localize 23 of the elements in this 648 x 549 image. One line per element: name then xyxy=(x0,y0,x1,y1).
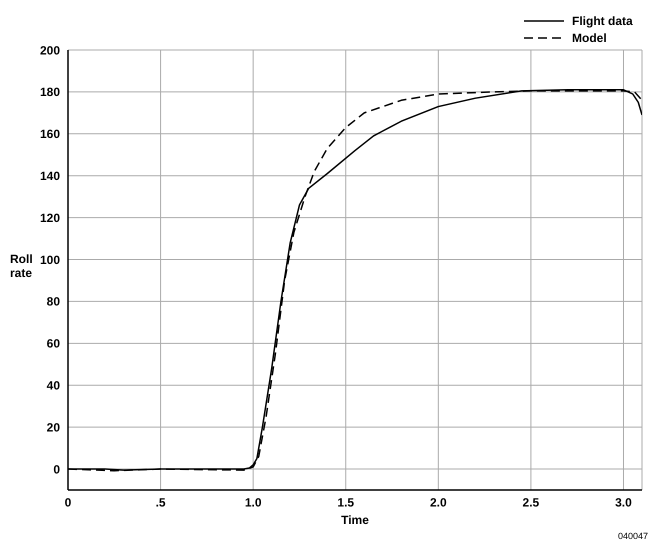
x-tick-label: 2.0 xyxy=(430,496,447,510)
x-tick-label: .5 xyxy=(156,496,166,510)
legend-label: Model xyxy=(572,30,607,44)
y-tick-label: 180 xyxy=(40,85,60,100)
y-tick-label: 200 xyxy=(40,43,60,58)
y-tick-label: 0 xyxy=(53,462,60,476)
y-tick-label: 20 xyxy=(46,420,60,434)
x-tick-label: 1.0 xyxy=(244,496,262,510)
y-tick-label: 40 xyxy=(46,378,60,392)
x-tick-label: 2.5 xyxy=(522,496,540,510)
y-tick-label: 100 xyxy=(40,252,60,267)
x-tick-label: 3.0 xyxy=(615,496,632,510)
legend-label: Flight data xyxy=(572,14,633,28)
text: 040047 xyxy=(618,531,648,541)
y-tick-label: 160 xyxy=(40,127,60,142)
y-tick-label: 80 xyxy=(46,294,60,309)
y-tick-label: 140 xyxy=(40,168,60,183)
x-tick-label: 1.5 xyxy=(337,496,354,510)
y-axis-title: Roll rate xyxy=(10,252,33,280)
y-tick-label: 60 xyxy=(46,336,60,351)
y-tick-label: 120 xyxy=(40,210,60,225)
x-axis-title: Time xyxy=(341,513,370,527)
x-tick-label: 0 xyxy=(64,496,72,510)
